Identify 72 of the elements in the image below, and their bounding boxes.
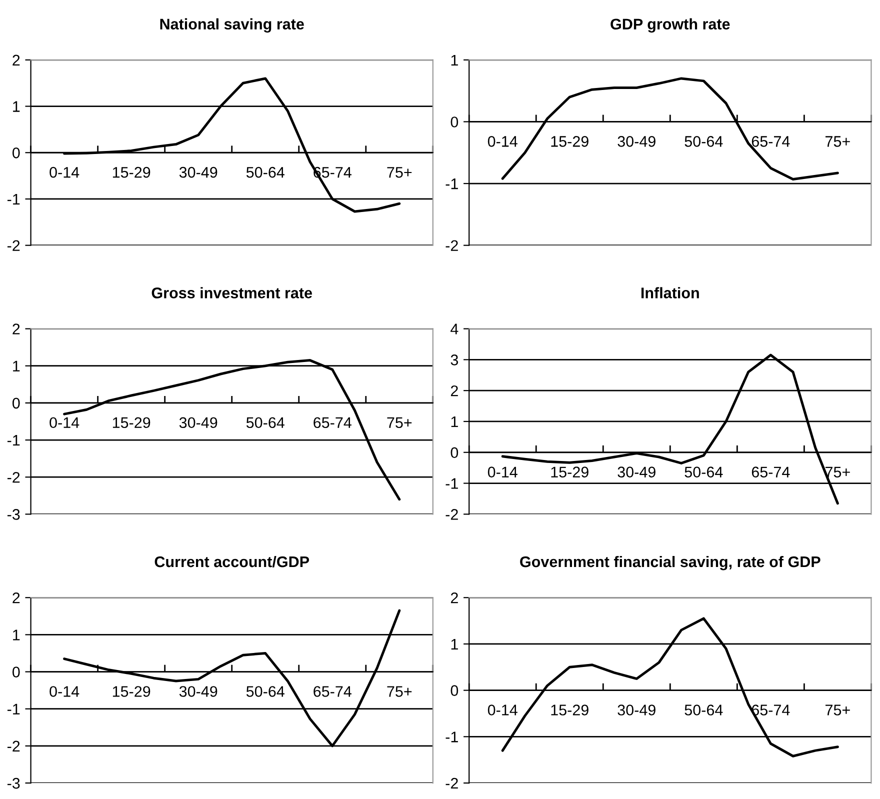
y-tick-label: 0: [12, 398, 20, 409]
x-tick-label: 15-29: [551, 704, 588, 716]
x-tick-label: 30-49: [179, 686, 218, 697]
x-tick-label: 0-14: [488, 136, 518, 147]
x-tick-label: 50-64: [684, 466, 723, 478]
chart-title: GDP growth rate: [610, 18, 730, 33]
y-tick-label: 0: [12, 147, 20, 158]
y-tick-label: 0: [12, 666, 20, 678]
y-tick-label: -2: [7, 240, 20, 251]
y-tick-label: -2: [446, 509, 458, 520]
y-tick-label: -1: [446, 178, 458, 190]
x-tick-label: 30-49: [618, 704, 656, 716]
x-tick-label: 50-64: [246, 686, 284, 697]
y-tick-label: -2: [446, 240, 458, 251]
y-tick-label: 0: [450, 447, 458, 458]
y-tick-label: 1: [451, 638, 458, 650]
x-tick-label: 65-74: [314, 686, 352, 697]
x-tick-label: 75+: [387, 167, 412, 178]
x-tick-label: 50-64: [246, 166, 284, 178]
chart-title: Gross investment rate: [152, 287, 312, 298]
y-tick-label: 3: [450, 354, 458, 366]
x-tick-label: 0-14: [488, 466, 518, 478]
x-tick-label: 0-14: [50, 686, 80, 697]
y-tick-label: -1: [7, 704, 20, 714]
y-tick-label: -2: [7, 472, 20, 483]
y-tick-label: 1: [13, 360, 20, 372]
y-tick-label: -2: [7, 740, 20, 752]
x-tick-label: 65-74: [752, 136, 790, 147]
y-tick-label: 4: [450, 324, 458, 334]
x-tick-label: 65-74: [752, 466, 790, 478]
y-tick-label: 0: [450, 685, 458, 696]
chart-title: National saving rate: [160, 18, 304, 33]
x-tick-label: 65-74: [314, 417, 352, 428]
x-tick-label: 15-29: [112, 417, 150, 428]
y-tick-label: -1: [446, 478, 458, 489]
x-tick-label: 75+: [826, 704, 850, 716]
x-tick-label: 30-49: [618, 136, 656, 147]
y-tick-label: 1: [451, 54, 458, 66]
x-tick-label: 50-64: [684, 136, 723, 147]
x-tick-label: 30-49: [179, 417, 218, 428]
y-tick-label: -1: [7, 194, 20, 205]
x-tick-label: 75+: [387, 686, 412, 697]
y-tick-label: -1: [7, 435, 20, 446]
y-tick-label: 2: [450, 385, 458, 396]
y-tick-label: 2: [12, 324, 20, 334]
x-tick-label: 75+: [826, 136, 850, 147]
y-tick-label: 2: [12, 592, 20, 604]
x-tick-label: 30-49: [618, 466, 656, 478]
y-tick-label: 1: [13, 630, 20, 640]
x-tick-label: 15-29: [551, 466, 588, 478]
x-tick-label: 15-29: [112, 686, 150, 697]
y-tick-label: 2: [450, 592, 458, 604]
y-tick-label: 2: [12, 54, 20, 66]
x-tick-label: 15-29: [551, 136, 588, 147]
y-tick-label: 1: [13, 101, 20, 112]
x-tick-label: 0-14: [488, 704, 518, 716]
x-tick-label: 15-29: [112, 166, 150, 178]
y-tick-label: -1: [446, 732, 458, 742]
x-tick-label: 30-49: [179, 166, 218, 178]
x-tick-label: 0-14: [50, 166, 80, 178]
x-tick-label: 50-64: [684, 704, 723, 716]
x-tick-label: 75+: [387, 417, 412, 428]
y-tick-label: 0: [450, 116, 458, 128]
chart-title: Government financial saving, rate of GDP: [520, 556, 820, 570]
x-tick-label: 50-64: [246, 417, 284, 428]
x-tick-label: 0-14: [50, 417, 80, 428]
y-tick-label: -3: [7, 509, 20, 520]
chart-title: Current account/GDP: [154, 556, 310, 568]
y-tick-label: -2: [446, 778, 458, 789]
chart-title: Inflation: [641, 287, 699, 298]
y-tick-label: 1: [451, 416, 458, 428]
y-tick-label: -3: [7, 778, 20, 789]
